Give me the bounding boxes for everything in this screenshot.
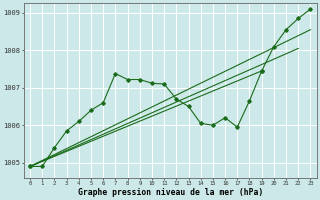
X-axis label: Graphe pression niveau de la mer (hPa): Graphe pression niveau de la mer (hPa) [78,188,263,197]
